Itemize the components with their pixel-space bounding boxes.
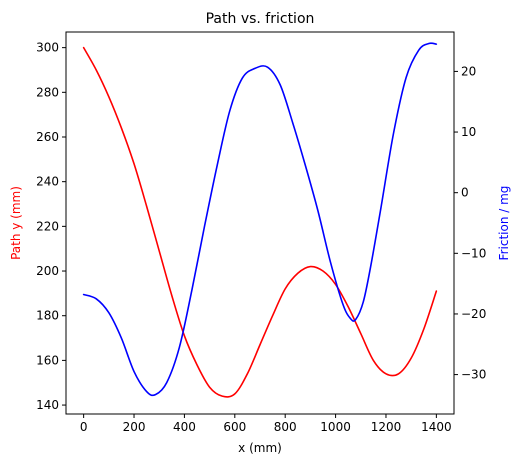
friction-series-line — [82, 42, 438, 397]
x-tick-label: 1000 — [320, 420, 351, 434]
x-tick-label: 400 — [173, 420, 196, 434]
x-tick-label: 600 — [223, 420, 246, 434]
series-layer — [82, 42, 438, 398]
x-tick-label: 800 — [274, 420, 297, 434]
left-y-tick-label: 220 — [36, 219, 59, 233]
left-y-tick-label: 160 — [36, 353, 59, 367]
left-y-tick-label: 280 — [36, 85, 59, 99]
right-y-tick-label: 0 — [461, 186, 469, 200]
x-tick-label: 1400 — [421, 420, 452, 434]
plot-frame — [65, 31, 455, 415]
left-y-tick-label: 180 — [36, 309, 59, 323]
x-axis-label: x (mm) — [238, 441, 282, 455]
right-y-axis: −30 −20 −10 0 10 20 — [454, 64, 486, 382]
right-y-tick-label: 20 — [461, 64, 476, 78]
chart-title: Path vs. friction — [206, 11, 315, 27]
right-y-tick-label: 10 — [461, 125, 476, 139]
right-y-tick-label: −30 — [461, 368, 486, 382]
left-y-tick-label: 240 — [36, 175, 59, 189]
left-y-axis: 140 160 180 200 220 240 260 280 300 — [36, 41, 66, 412]
x-tick-label: 0 — [80, 420, 88, 434]
left-y-tick-label: 200 — [36, 264, 59, 278]
left-y-tick-label: 140 — [36, 398, 59, 412]
right-y-axis-label: Friction / mg — [497, 186, 511, 261]
x-axis: 0 200 400 600 800 1000 1200 1400 — [80, 414, 452, 434]
right-y-tick-label: −10 — [461, 246, 486, 260]
left-y-tick-label: 260 — [36, 130, 59, 144]
left-y-axis-label: Path y (mm) — [9, 186, 23, 260]
path-series-line — [82, 46, 438, 398]
left-y-tick-label: 300 — [36, 41, 59, 55]
right-y-tick-label: −20 — [461, 307, 486, 321]
x-tick-label: 1200 — [371, 420, 402, 434]
x-tick-label: 200 — [123, 420, 146, 434]
